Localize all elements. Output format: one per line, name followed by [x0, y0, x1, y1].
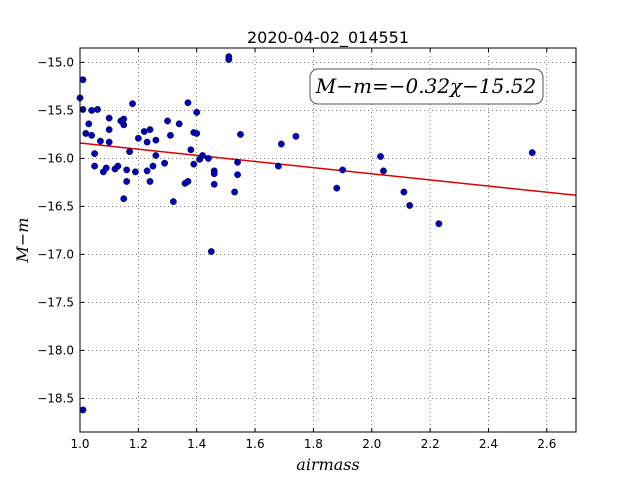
data-point — [79, 106, 87, 113]
annotation-text: M−m=−0.32χ−15.52 — [315, 74, 536, 98]
x-axis-label: airmass — [296, 455, 359, 474]
data-point — [129, 100, 136, 108]
data-point — [210, 180, 218, 188]
data-point — [143, 167, 151, 175]
data-point — [234, 171, 241, 179]
y-tick-label: −17.0 — [37, 247, 74, 261]
data-point — [210, 170, 218, 178]
data-point — [277, 140, 285, 148]
data-point — [190, 160, 198, 168]
annotation-box — [309, 68, 544, 105]
data-point — [88, 107, 96, 114]
data-point — [204, 154, 212, 162]
data-point — [79, 76, 87, 84]
x-tick-label: 2.2 — [421, 437, 440, 451]
axis-ticks: 1.0 1.2 1.4 1.6 1.8 2.0 2.2 2.4 2.6 −15.0 −15.5 −16… — [37, 48, 576, 451]
data-point — [91, 162, 98, 170]
data-point — [193, 130, 201, 137]
data-point — [435, 220, 443, 228]
data-point — [225, 56, 233, 63]
data-point — [126, 148, 134, 156]
x-tick-label: 2.6 — [537, 437, 556, 451]
data-point — [237, 130, 244, 138]
data-point — [102, 164, 110, 172]
y-tick-label: −18.0 — [37, 343, 74, 357]
fit-annotation: M−m=−0.32χ−15.52 — [309, 68, 544, 105]
data-point — [528, 149, 536, 157]
data-point — [123, 178, 131, 185]
x-tick-label: 1.2 — [129, 437, 148, 451]
data-point — [406, 202, 414, 209]
x-tick-label: 2.4 — [479, 437, 498, 451]
data-point — [152, 152, 160, 159]
data-point — [169, 198, 177, 206]
data-point — [105, 138, 113, 146]
plot-area — [80, 48, 576, 432]
y-tick-label: −16.0 — [37, 151, 74, 165]
data-point — [140, 128, 148, 135]
data-point — [333, 184, 341, 192]
y-tick-label: −16.5 — [37, 199, 74, 213]
data-point — [120, 115, 128, 123]
data-point — [149, 162, 157, 170]
x-tick-label: 1.8 — [304, 437, 323, 451]
data-point — [292, 132, 300, 140]
data-point — [193, 108, 201, 116]
data-point — [143, 138, 151, 146]
plot-frame — [79, 47, 577, 433]
data-point — [88, 131, 96, 139]
data-point — [184, 99, 192, 107]
data-point — [91, 150, 98, 158]
data-point — [94, 106, 101, 113]
data-point — [85, 120, 93, 128]
y-axis-label: M−m — [13, 218, 32, 264]
data-point — [274, 162, 282, 170]
data-point — [234, 158, 241, 166]
data-point — [175, 120, 183, 128]
data-point — [79, 406, 87, 414]
data-point — [207, 248, 215, 255]
fit-line-group — [79, 142, 577, 197]
data-point — [184, 178, 192, 185]
data-point — [167, 131, 174, 139]
data-point — [187, 146, 195, 154]
data-point — [339, 166, 346, 174]
data-point — [134, 134, 142, 142]
data-point — [231, 188, 239, 196]
y-tick-label: −15.5 — [37, 103, 74, 117]
y-tick-label: −17.5 — [37, 295, 74, 309]
data-point — [400, 188, 408, 196]
data-point — [199, 152, 206, 159]
data-point — [146, 178, 154, 185]
data-point — [132, 168, 139, 176]
data-point — [161, 159, 169, 167]
data-point — [380, 167, 387, 175]
data-point — [164, 117, 171, 125]
data-point — [105, 114, 113, 122]
x-tick-label: 2.0 — [362, 437, 381, 451]
fit-line — [79, 142, 577, 197]
data-point — [120, 195, 128, 203]
x-tick-label: 1.0 — [70, 437, 89, 451]
y-tick-label: −18.5 — [37, 391, 74, 405]
x-tick-label: 1.4 — [187, 437, 206, 451]
data-point — [120, 121, 128, 129]
data-points — [76, 53, 536, 414]
y-tick-label: −15.0 — [37, 55, 74, 69]
data-point — [105, 126, 113, 134]
data-point — [377, 153, 384, 160]
data-point — [152, 136, 160, 144]
data-point — [97, 137, 104, 145]
data-point — [146, 126, 154, 134]
chart-title: 2020-04-02_014551 — [247, 28, 409, 48]
data-point — [82, 130, 90, 137]
data-point — [114, 162, 122, 170]
data-point — [123, 166, 131, 174]
x-tick-label: 1.6 — [246, 437, 265, 451]
